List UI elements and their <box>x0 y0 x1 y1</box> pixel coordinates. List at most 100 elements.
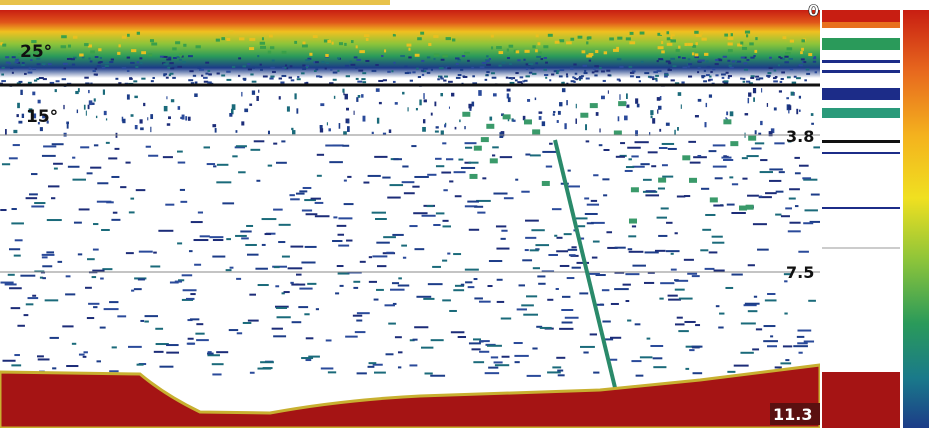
sonar-return <box>244 109 248 113</box>
sonar-return <box>678 330 689 332</box>
sonar-return <box>474 146 482 151</box>
sonar-return <box>434 54 440 57</box>
color-scale <box>903 10 929 428</box>
sonar-return <box>269 78 273 80</box>
sonar-return <box>187 343 195 345</box>
sonar-return <box>731 274 742 276</box>
sonar-return <box>535 49 538 52</box>
sonar-return <box>413 339 418 341</box>
sonar-return <box>734 365 749 367</box>
sonar-return <box>704 70 706 72</box>
sonar-return <box>285 64 287 66</box>
sonar-return <box>126 252 134 254</box>
sonar-return <box>356 97 358 102</box>
sonar-return <box>306 337 314 339</box>
sonar-return <box>740 42 743 45</box>
sonar-return <box>769 57 772 59</box>
sonar-return <box>398 285 409 287</box>
sonar-return <box>709 94 712 97</box>
sonar-return <box>177 151 183 153</box>
sonar-return <box>800 51 803 54</box>
sonar-return <box>629 66 633 68</box>
sonar-return <box>106 118 107 120</box>
sonar-return <box>270 67 274 69</box>
sonar-return <box>651 165 656 167</box>
sonar-return <box>732 183 738 185</box>
sonar-return <box>9 287 22 289</box>
sonar-return <box>437 78 440 80</box>
sonar-return <box>294 41 297 44</box>
sonar-return <box>705 268 715 270</box>
sonar-return <box>535 98 536 101</box>
sonar-return <box>677 317 683 319</box>
sonar-return <box>639 80 641 82</box>
sonar-return <box>700 249 708 251</box>
sonar-return <box>78 253 82 255</box>
sonar-return <box>247 63 250 65</box>
sonar-return <box>386 353 394 355</box>
sonar-return <box>2 163 10 165</box>
sonar-return <box>591 200 597 202</box>
sonar-return <box>658 235 667 237</box>
sonar-return <box>674 279 679 281</box>
sonar-return <box>628 158 631 160</box>
sonar-return <box>134 288 142 290</box>
sonar-return <box>785 359 789 361</box>
sonar-return <box>433 224 440 226</box>
sonar-return <box>531 67 535 69</box>
sonar-return <box>511 78 513 80</box>
sonar-return <box>576 104 577 108</box>
sonar-return <box>325 54 328 57</box>
sonar-return <box>671 269 677 271</box>
sonar-return <box>389 129 391 133</box>
sonar-return <box>494 361 503 363</box>
sonar-return <box>84 77 88 79</box>
sonar-return <box>543 69 546 71</box>
sonar-return <box>344 43 347 46</box>
sonar-return <box>87 317 94 319</box>
sonar-return <box>499 51 504 54</box>
sonar-return <box>376 88 380 92</box>
sonar-return <box>786 97 789 99</box>
sonar-return <box>392 234 403 236</box>
sonar-return <box>666 123 670 126</box>
sonar-return <box>521 191 529 193</box>
sonar-return <box>141 51 146 54</box>
sonar-return <box>362 81 366 83</box>
sonar-return <box>625 273 639 275</box>
sonar-return <box>532 129 540 134</box>
sonar-return <box>524 80 527 82</box>
sonar-return <box>8 274 15 276</box>
sonar-return <box>587 204 599 206</box>
sonar-return <box>804 79 807 81</box>
sonar-return <box>15 61 19 63</box>
sonar-return <box>186 298 194 300</box>
sonar-return <box>198 212 203 214</box>
sonar-return <box>306 213 318 215</box>
sonar-return <box>275 285 279 287</box>
sonar-return <box>115 148 120 150</box>
sonar-return <box>179 54 182 57</box>
sonar-return <box>765 299 777 301</box>
sonar-return <box>709 76 711 78</box>
sonar-return <box>375 64 378 66</box>
sonar-return <box>11 307 21 309</box>
sonar-return <box>297 78 301 80</box>
sonar-return <box>502 356 510 358</box>
sonar-return <box>258 90 259 93</box>
sonar-return <box>421 70 424 72</box>
sonar-return <box>799 165 809 167</box>
sonar-return <box>701 188 709 190</box>
sonar-return <box>113 212 118 214</box>
sonar-return <box>457 60 460 62</box>
sonar-return <box>721 157 731 159</box>
sonar-return <box>109 61 113 63</box>
sonar-return <box>657 97 661 101</box>
sonar-return <box>150 39 154 42</box>
sonar-return <box>102 67 105 69</box>
sonar-return <box>363 182 369 184</box>
sonar-return <box>95 56 99 58</box>
sonar-return <box>137 32 140 35</box>
sonar-return <box>584 72 588 74</box>
sonar-return <box>590 333 597 335</box>
